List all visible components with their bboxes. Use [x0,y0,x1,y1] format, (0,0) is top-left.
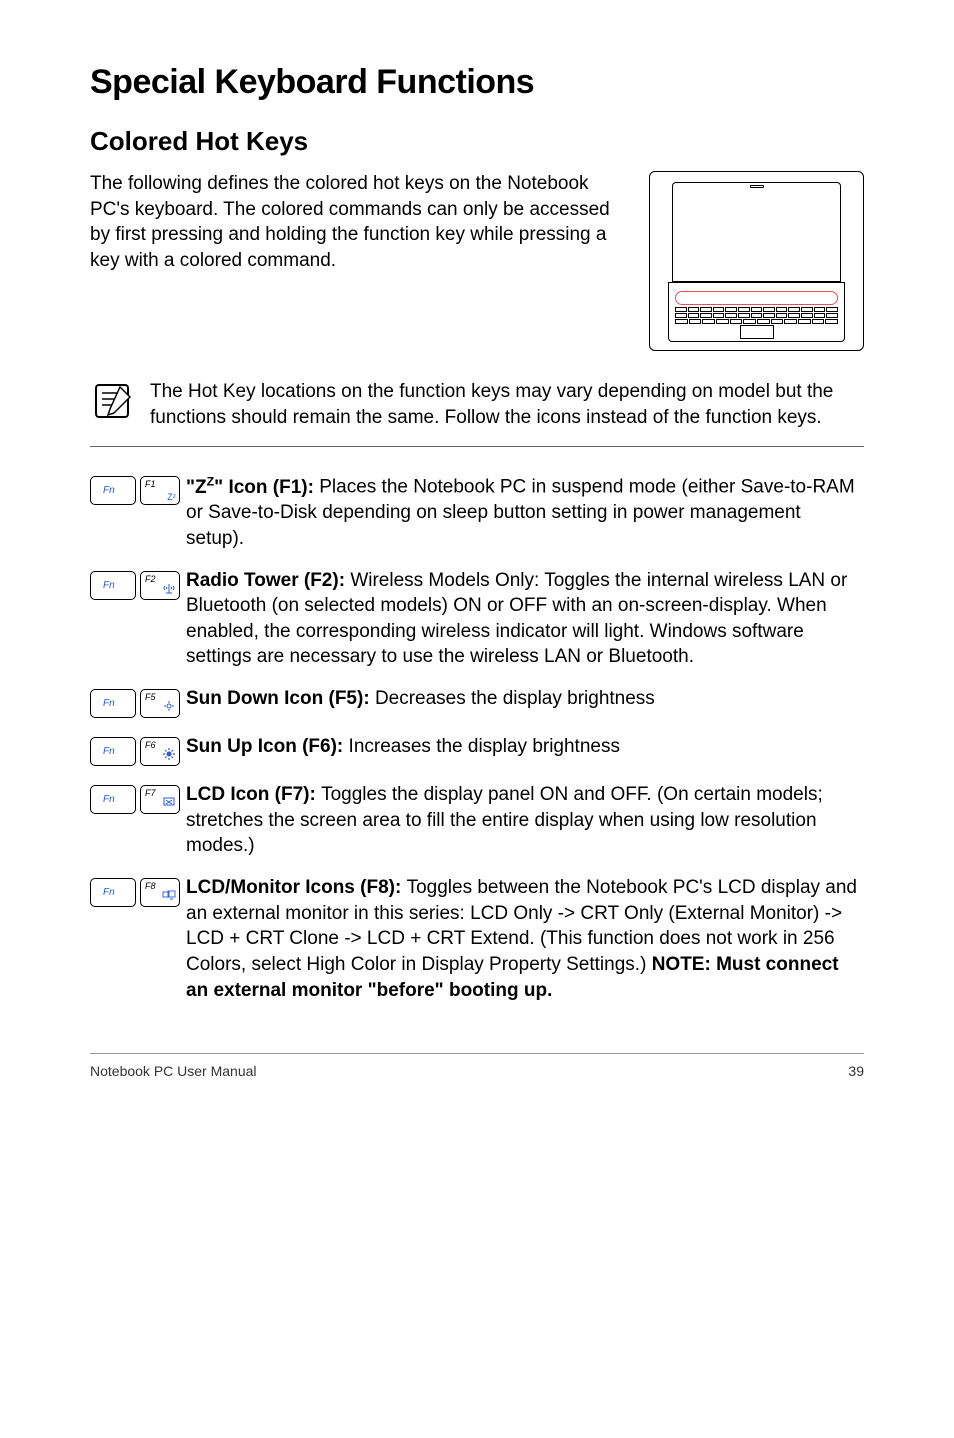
hotkey-text-f5: Sun Down Icon (F5): Decreases the displa… [186,686,864,712]
hotkey-text-f2: Radio Tower (F2): Wireless Models Only: … [186,568,864,671]
note-block: The Hot Key locations on the function ke… [90,373,864,447]
notepad-icon [90,379,134,423]
f8-key-icon: F8 [140,878,180,907]
hotkey-item-f1: Fn F1 Zᶻ "ZZ" Icon (F1): Places the Note… [90,473,864,551]
footer-manual-name: Notebook PC User Manual [90,1062,257,1081]
hotkey-item-f7: Fn F7 LCD Icon (F7): Toggles the display… [90,782,864,859]
fn-key-icon: Fn [90,476,136,505]
fn-key-icon: Fn [90,689,136,718]
intro-text: The following defines the colored hot ke… [90,171,631,274]
hotkey-item-f8: Fn F8 LCD/Monitor Icons (F8): Toggles be… [90,875,864,1003]
hotkey-item-f6: Fn F6 Sun Up Icon (F6): Increases the di… [90,734,864,766]
lcd-icon [162,796,176,811]
f7-key-icon: F7 [140,785,180,814]
fn-key-icon: Fn [90,878,136,907]
note-text: The Hot Key locations on the function ke… [150,379,864,430]
sun-up-icon [162,748,176,763]
footer-page-number: 39 [848,1062,864,1081]
page-title: Special Keyboard Functions [90,60,864,106]
hotkey-item-f5: Fn F5 Sun Down Icon (F5): Decreases the … [90,686,864,718]
intro-row: The following defines the colored hot ke… [90,171,864,351]
lcd-monitor-icon [162,889,176,904]
hotkey-text-f8: LCD/Monitor Icons (F8): Toggles between … [186,875,864,1003]
f1-key-icon: F1 Zᶻ [140,476,180,505]
fn-key-icon: Fn [90,785,136,814]
section-heading: Colored Hot Keys [90,124,864,159]
sun-down-icon [162,700,176,715]
fn-key-icon: Fn [90,571,136,600]
hotkey-text-f6: Sun Up Icon (F6): Increases the display … [186,734,864,760]
f6-key-icon: F6 [140,737,180,766]
hotkey-text-f1: "ZZ" Icon (F1): Places the Notebook PC i… [186,473,864,551]
hotkey-text-f7: LCD Icon (F7): Toggles the display panel… [186,782,864,859]
fn-key-icon: Fn [90,737,136,766]
hotkey-item-f2: Fn F2 Radio Tower (F2): Wireless Models … [90,568,864,671]
radio-tower-icon [162,582,176,597]
f2-key-icon: F2 [140,571,180,600]
f5-key-icon: F5 [140,689,180,718]
page-footer: Notebook PC User Manual 39 [90,1053,864,1081]
laptop-illustration [649,171,864,351]
